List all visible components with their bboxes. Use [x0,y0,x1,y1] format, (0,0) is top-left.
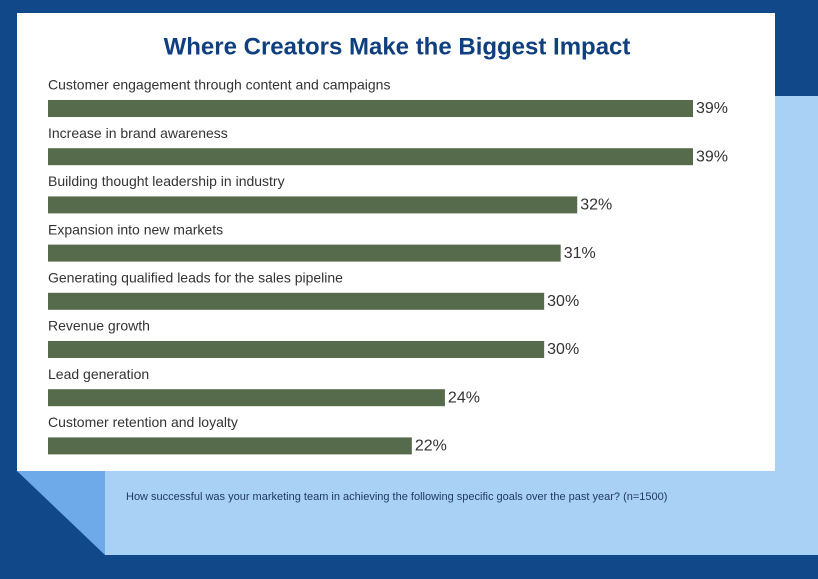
value-label: 31% [564,245,596,262]
chart-title: Where Creators Make the Biggest Impact [164,33,631,60]
bar [48,100,693,117]
bar [48,196,578,214]
category-label: Revenue growth [48,318,150,334]
bar [48,244,561,262]
category-label: Customer engagement through content and … [48,77,390,93]
category-label: Generating qualified leads for the sales… [48,270,343,286]
bar [48,341,545,358]
category-label: Expansion into new markets [48,221,223,237]
category-label: Building thought leadership in industry [48,173,285,189]
category-label: Increase in brand awareness [48,125,228,141]
corner-triangle [17,471,105,555]
category-label: Customer retention and loyalty [48,414,238,430]
footnote: How successful was your marketing team i… [126,491,667,503]
value-label: 39% [696,148,728,165]
value-label: 24% [448,389,480,406]
value-label: 32% [580,197,612,214]
category-label: Lead generation [48,366,149,382]
bar [48,389,445,407]
value-label: 30% [547,293,579,310]
bar [48,292,545,310]
value-label: 39% [696,100,728,117]
value-label: 22% [415,438,447,455]
bar [48,437,412,455]
value-label: 30% [547,341,579,358]
bar [48,148,693,166]
